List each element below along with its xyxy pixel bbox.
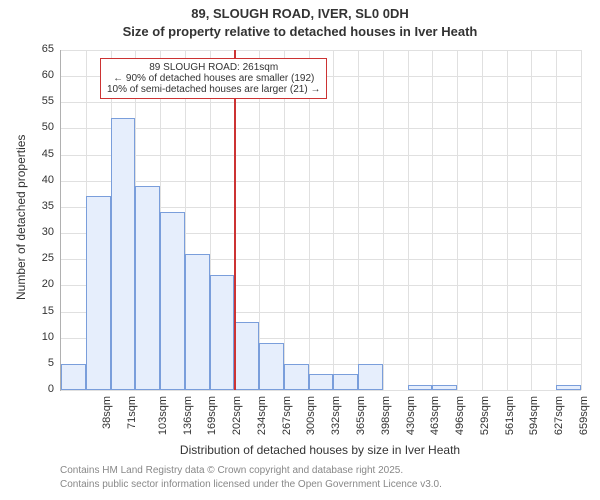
histogram-bar bbox=[86, 196, 111, 390]
gridline-h bbox=[61, 50, 581, 51]
y-tick-label: 60 bbox=[28, 69, 54, 81]
annotation-line3: 10% of semi-detached houses are larger (… bbox=[107, 84, 320, 95]
y-tick-label: 0 bbox=[28, 383, 54, 395]
gridline-v bbox=[383, 50, 384, 390]
x-tick-label: 71sqm bbox=[126, 396, 138, 429]
gridline-v bbox=[333, 50, 334, 390]
x-tick-label: 202sqm bbox=[231, 396, 243, 435]
gridline-h bbox=[61, 102, 581, 103]
annotation-box: 89 SLOUGH ROAD: 261sqm← 90% of detached … bbox=[100, 58, 327, 99]
gridline-v bbox=[432, 50, 433, 390]
reference-marker-line bbox=[234, 50, 236, 390]
gridline-v bbox=[531, 50, 532, 390]
histogram-bar bbox=[284, 364, 309, 390]
histogram-bar bbox=[160, 212, 185, 390]
x-tick-label: 103sqm bbox=[157, 396, 169, 435]
gridline-v bbox=[309, 50, 310, 390]
histogram-bar bbox=[358, 364, 383, 390]
gridline-v bbox=[581, 50, 582, 390]
x-tick-label: 659sqm bbox=[578, 396, 590, 435]
x-tick-label: 365sqm bbox=[355, 396, 367, 435]
gridline-v bbox=[457, 50, 458, 390]
plot-area bbox=[60, 50, 581, 391]
x-tick-label: 136sqm bbox=[182, 396, 194, 435]
histogram-bar bbox=[333, 374, 358, 390]
y-tick-label: 10 bbox=[28, 331, 54, 343]
x-tick-label: 332sqm bbox=[330, 396, 342, 435]
gridline-v bbox=[408, 50, 409, 390]
gridline-v bbox=[507, 50, 508, 390]
y-tick-label: 30 bbox=[28, 226, 54, 238]
y-tick-label: 25 bbox=[28, 252, 54, 264]
y-tick-label: 40 bbox=[28, 174, 54, 186]
gridline-h bbox=[61, 181, 581, 182]
y-tick-label: 20 bbox=[28, 278, 54, 290]
y-axis-label: Number of detached properties bbox=[14, 135, 28, 300]
x-tick-label: 463sqm bbox=[429, 396, 441, 435]
gridline-h bbox=[61, 390, 581, 391]
x-tick-label: 300sqm bbox=[306, 396, 318, 435]
x-tick-label: 561sqm bbox=[504, 396, 516, 435]
histogram-bar bbox=[234, 322, 259, 390]
annotation-line1: 89 SLOUGH ROAD: 261sqm bbox=[107, 62, 320, 73]
histogram-bar bbox=[408, 385, 433, 390]
gridline-v bbox=[556, 50, 557, 390]
histogram-bar bbox=[309, 374, 334, 390]
gridline-h bbox=[61, 128, 581, 129]
histogram-bar bbox=[210, 275, 235, 390]
histogram-bar bbox=[259, 343, 284, 390]
x-tick-label: 529sqm bbox=[479, 396, 491, 435]
gridline-h bbox=[61, 155, 581, 156]
histogram-bar bbox=[111, 118, 136, 390]
footer-line2: Contains public sector information licen… bbox=[60, 479, 442, 490]
histogram-bar bbox=[556, 385, 581, 390]
histogram-bar bbox=[61, 364, 86, 390]
x-tick-label: 267sqm bbox=[281, 396, 293, 435]
x-tick-label: 398sqm bbox=[380, 396, 392, 435]
chart-container: { "title": { "line1": "89, SLOUGH ROAD, … bbox=[0, 0, 600, 500]
y-tick-label: 15 bbox=[28, 305, 54, 317]
x-tick-label: 594sqm bbox=[528, 396, 540, 435]
x-tick-label: 169sqm bbox=[207, 396, 219, 435]
chart-title-line1: 89, SLOUGH ROAD, IVER, SL0 0DH bbox=[0, 6, 600, 21]
y-tick-label: 5 bbox=[28, 357, 54, 369]
x-tick-label: 234sqm bbox=[256, 396, 268, 435]
x-tick-label: 496sqm bbox=[454, 396, 466, 435]
gridline-v bbox=[284, 50, 285, 390]
x-tick-label: 38sqm bbox=[101, 396, 113, 429]
gridline-v bbox=[482, 50, 483, 390]
gridline-v bbox=[358, 50, 359, 390]
y-tick-label: 50 bbox=[28, 121, 54, 133]
x-tick-label: 430sqm bbox=[405, 396, 417, 435]
gridline-v bbox=[259, 50, 260, 390]
y-tick-label: 35 bbox=[28, 200, 54, 212]
y-tick-label: 65 bbox=[28, 43, 54, 55]
histogram-bar bbox=[185, 254, 210, 390]
footer-line1: Contains HM Land Registry data © Crown c… bbox=[60, 465, 403, 476]
chart-title-line2: Size of property relative to detached ho… bbox=[0, 24, 600, 39]
x-axis-label: Distribution of detached houses by size … bbox=[60, 443, 580, 457]
y-tick-label: 55 bbox=[28, 95, 54, 107]
histogram-bar bbox=[432, 385, 457, 390]
y-tick-label: 45 bbox=[28, 148, 54, 160]
annotation-line2: ← 90% of detached houses are smaller (19… bbox=[107, 73, 320, 84]
histogram-bar bbox=[135, 186, 160, 390]
x-tick-label: 627sqm bbox=[553, 396, 565, 435]
